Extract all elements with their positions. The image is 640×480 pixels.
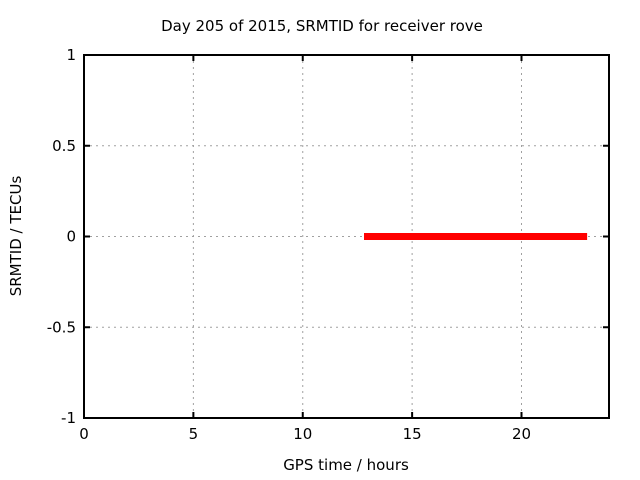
x-tick-label: 5 bbox=[189, 425, 199, 443]
x-tick-label: 0 bbox=[79, 425, 89, 443]
x-tick-label: 15 bbox=[403, 425, 422, 443]
chart-title: Day 205 of 2015, SRMTID for receiver rov… bbox=[161, 17, 483, 35]
x-tick-label: 20 bbox=[512, 425, 531, 443]
y-tick-label: 0 bbox=[66, 228, 76, 246]
y-tick-label: 0.5 bbox=[52, 137, 76, 155]
x-tick-label: 10 bbox=[293, 425, 312, 443]
y-tick-label: 1 bbox=[66, 46, 76, 64]
y-tick-label: -1 bbox=[61, 409, 76, 427]
x-axis-label: GPS time / hours bbox=[283, 456, 409, 474]
y-axis-label: SRMTID / TECUs bbox=[7, 176, 25, 297]
plot-area: 0 5 10 15 20 1 0.5 0 -0.5 -1 bbox=[47, 46, 610, 443]
y-tick-label: -0.5 bbox=[47, 318, 76, 336]
